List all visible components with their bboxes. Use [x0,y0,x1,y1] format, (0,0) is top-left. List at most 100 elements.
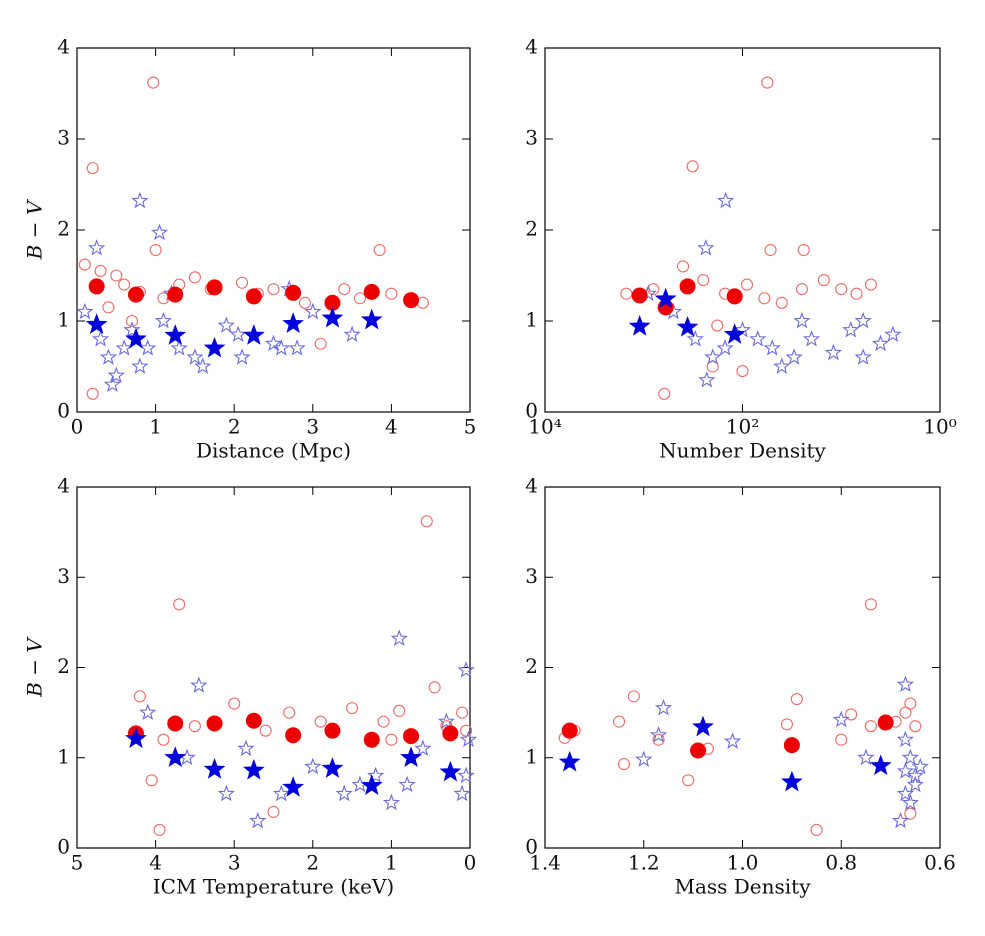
star-marker [437,712,456,729]
star-marker [217,316,235,333]
circle-marker [909,720,922,733]
circle-marker [314,715,327,728]
circle-marker [324,722,341,739]
star-marker [272,339,290,356]
circle-marker [864,278,878,291]
star-marker [457,766,475,784]
circle-marker [850,287,863,300]
circle-marker [726,288,743,305]
star-marker [343,325,361,342]
star-marker [242,324,265,345]
circle-marker [86,162,99,175]
x-axis-label: ICM Temperature (keV) [153,875,394,899]
star-marker [304,757,322,775]
star-marker [906,775,924,793]
star-marker [901,793,920,811]
x-tick-label: 0 [464,851,477,875]
star-marker [242,758,265,780]
circle-marker [904,807,917,820]
y-tick-label: 3 [57,564,70,588]
circle-marker [740,278,754,291]
star-marker [891,811,910,829]
circle-marker [460,724,473,737]
circle-marker [259,724,272,737]
circle-marker [795,283,809,296]
circle-marker [133,690,146,703]
star-marker [439,760,462,782]
x-tick-label: 10² [726,415,759,439]
star-marker [717,191,735,209]
circle-marker [711,319,724,332]
star-marker [802,330,821,347]
star-marker [233,348,251,365]
star-marker [390,629,408,646]
star-marker [414,739,432,757]
star-marker [237,739,255,757]
circle-marker [627,690,640,703]
axes-frame [76,47,471,413]
circle-marker [363,731,380,748]
circle-marker [420,515,433,528]
star-marker [857,748,875,766]
circle-marker [442,725,459,742]
circle-marker [416,296,429,309]
y-tick-label: 2 [525,654,538,678]
star-marker [85,313,108,334]
circle-marker [783,737,800,754]
star-marker [131,191,149,209]
star-marker [459,730,478,748]
circle-marker [173,598,186,611]
circle-marker [245,288,262,305]
star-marker [398,775,416,793]
x-tick-label: 5 [464,415,477,439]
circle-marker [78,258,91,271]
circle-marker [428,681,441,694]
x-tick-label: 5 [71,851,84,875]
star-marker [896,784,915,802]
axes-frame [544,486,941,849]
x-tick-label: 1.2 [628,851,660,875]
star-marker [272,784,290,802]
star-marker [131,357,149,374]
circle-marker [761,76,774,89]
circle-marker [267,283,280,296]
circle-marker [110,269,123,282]
circle-marker [267,805,280,818]
star-marker [832,710,850,728]
circle-marker [845,708,858,721]
circle-marker [864,598,877,611]
circle-marker [736,364,749,378]
y-tick-label: 4 [57,35,70,59]
star-marker [125,727,147,749]
x-axis-label: Mass Density [674,875,811,899]
circle-marker [904,697,917,710]
star-marker [367,766,385,784]
circle-marker [790,693,803,706]
star-marker [896,675,915,692]
y-tick-label: 0 [525,835,538,859]
circle-marker [206,279,223,296]
circle-marker [125,314,139,328]
star-marker [896,730,915,748]
star-marker [321,306,344,328]
circle-marker [167,715,184,732]
circle-marker [167,286,184,303]
star-marker [871,334,890,352]
y-tick-label: 2 [57,654,70,678]
star-marker [773,357,791,374]
x-tick-label: 1.0 [727,851,759,875]
star-marker [203,758,226,779]
y-tick-label: 0 [57,399,70,423]
circle-marker [86,387,99,400]
circle-marker [682,774,695,787]
circle-marker [456,706,469,719]
y-tick-label: 3 [525,564,538,588]
y-tick-label: 4 [57,474,70,498]
star-marker [654,287,677,309]
circle-marker [613,715,626,728]
circle-marker [88,278,105,295]
star-marker [190,676,208,693]
circle-marker [94,264,107,278]
circle-marker [363,283,380,300]
y-tick-label: 0 [525,399,538,423]
